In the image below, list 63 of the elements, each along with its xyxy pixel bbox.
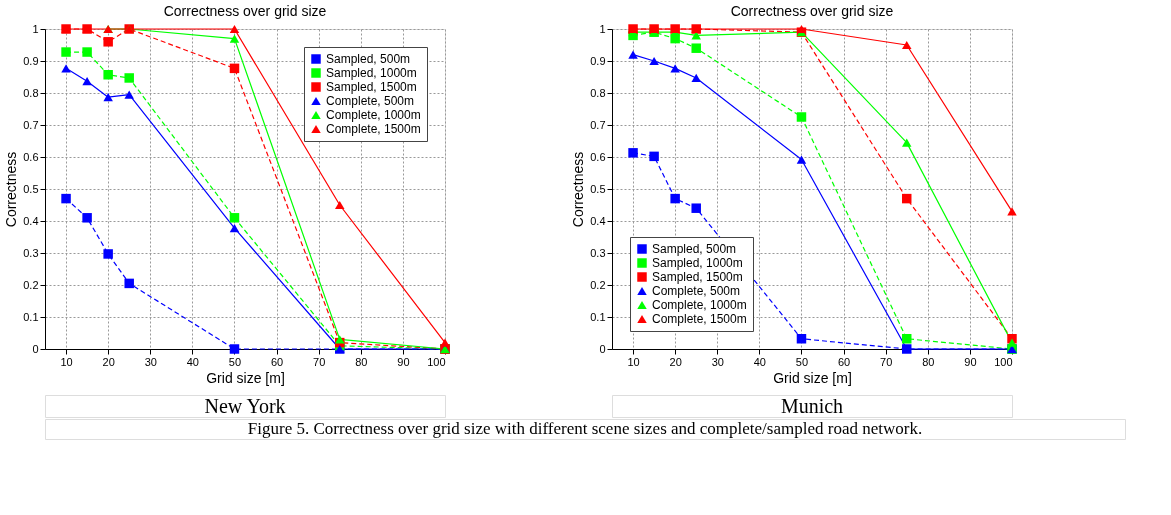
y-tick-label: 0 (599, 342, 606, 355)
x-tick-label: 100 (994, 355, 1013, 368)
legend-label: Sampled, 1500m (652, 270, 743, 284)
x-tick-label: 80 (355, 355, 368, 368)
legend-label: Complete, 500m (326, 94, 415, 108)
y-axis-title: Correctness (570, 151, 587, 228)
legend-label: Sampled, 500m (652, 242, 737, 256)
legend-label: Complete, 1500m (652, 312, 747, 326)
x-axis-title: Grid size [m] (773, 369, 852, 386)
legend-label: Complete, 1500m (326, 122, 421, 136)
x-tick-label: 100 (427, 355, 446, 368)
y-tick-label: 1 (32, 22, 39, 35)
x-tick-label: 90 (964, 355, 977, 368)
y-tick-label: 0.5 (23, 182, 39, 195)
caption: Figure 5. Correctness over grid size with different scene sizes and complete/sampled road network. (247, 419, 923, 438)
x-tick-label: 40 (753, 355, 766, 368)
y-tick-label: 1 (599, 22, 606, 35)
x-tick-label: 50 (228, 355, 242, 368)
y-tick-label: 0.3 (23, 246, 39, 259)
y-tick-label: 0.8 (23, 86, 39, 99)
x-tick-label: 40 (186, 355, 199, 368)
x-tick-label: 20 (669, 355, 682, 368)
x-tick-label: 70 (880, 355, 893, 368)
legend-label: Complete, 500m (652, 284, 741, 298)
x-tick-label: 50 (795, 355, 809, 368)
text: New York (204, 395, 286, 417)
x-tick-label: 80 (922, 355, 935, 368)
legend-label: Complete, 1000m (326, 108, 421, 122)
x-tick-label: 90 (397, 355, 410, 368)
y-tick-label: 0.7 (23, 118, 39, 131)
y-tick-label: 0.6 (23, 150, 39, 163)
y-tick-label: 0.4 (590, 214, 606, 227)
y-tick-label: 0.9 (590, 54, 606, 67)
legend-label: Sampled, 1000m (326, 66, 417, 80)
y-tick-label: 0.1 (23, 310, 39, 323)
legend-label: Complete, 1000m (652, 298, 747, 312)
y-tick-label: 0 (32, 342, 39, 355)
legend-label: Sampled, 1000m (652, 256, 743, 270)
x-axis-title: Grid size [m] (206, 369, 285, 386)
x-tick-label: 10 (627, 355, 640, 368)
x-tick-label: 20 (102, 355, 115, 368)
y-tick-label: 0.1 (590, 310, 606, 323)
y-tick-label: 0.2 (23, 278, 39, 291)
chart-title: Correctness over grid size (730, 3, 894, 19)
y-tick-label: 0.8 (590, 86, 606, 99)
y-tick-label: 0.2 (590, 278, 606, 291)
x-tick-label: 30 (711, 355, 724, 368)
y-tick-label: 0.5 (590, 182, 606, 195)
y-tick-label: 0.4 (23, 214, 39, 227)
x-tick-label: 60 (270, 355, 284, 368)
x-tick-label: 10 (60, 355, 73, 368)
x-tick-label: 30 (144, 355, 157, 368)
chart-title: Correctness over grid size (163, 3, 327, 19)
text: Munich (780, 395, 844, 417)
legend-label: Sampled, 1500m (326, 80, 417, 94)
legend-label: Sampled, 500m (326, 52, 411, 66)
y-tick-label: 0.3 (590, 246, 606, 259)
x-tick-label: 70 (313, 355, 326, 368)
x-tick-label: 60 (837, 355, 851, 368)
y-tick-label: 0.9 (23, 54, 39, 67)
y-tick-label: 0.6 (590, 150, 606, 163)
y-axis-title: Correctness (3, 151, 20, 228)
y-tick-label: 0.7 (590, 118, 606, 131)
